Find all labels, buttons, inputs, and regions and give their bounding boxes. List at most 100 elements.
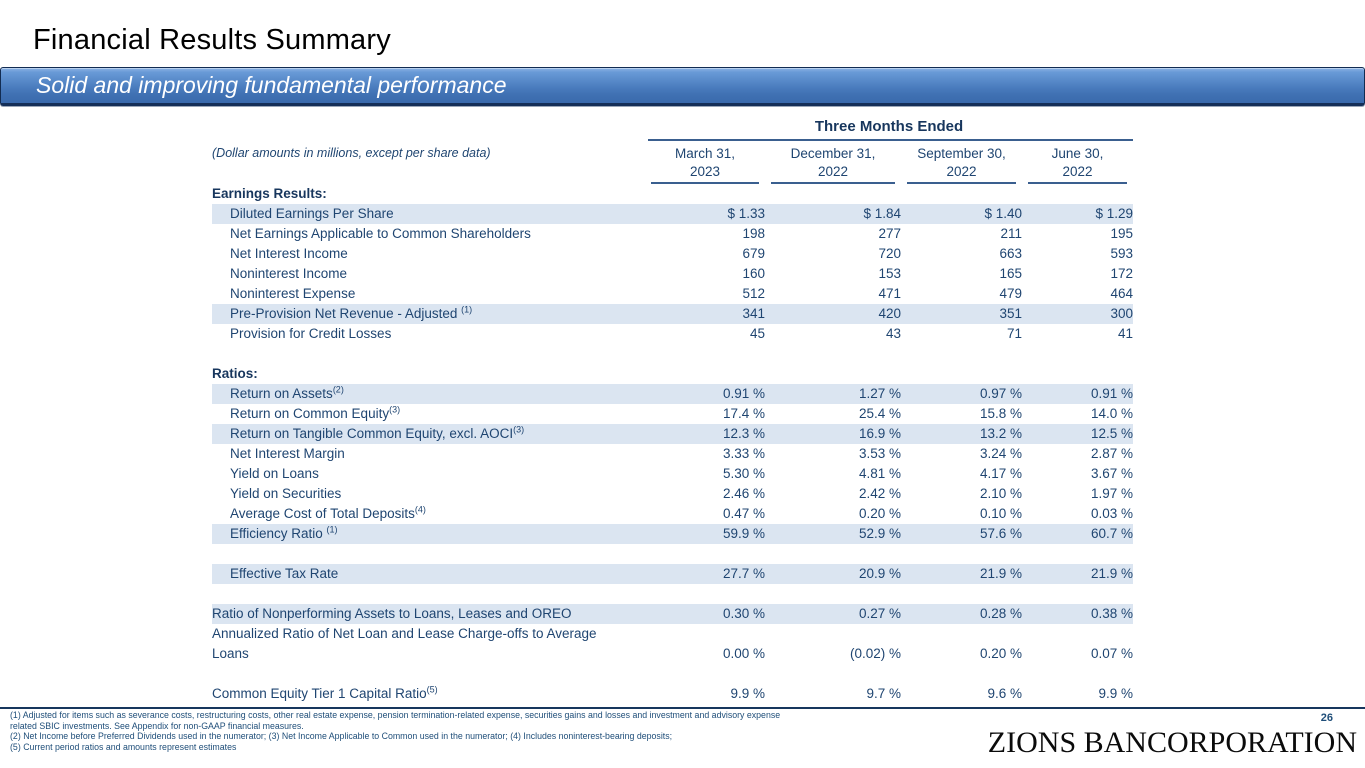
row-label: Provision for Credit Losses	[230, 326, 392, 341]
cell-value: 593	[1110, 246, 1133, 261]
subtitle-text: Solid and improving fundamental performa…	[36, 72, 507, 98]
subtitle-banner: Solid and improving fundamental performa…	[0, 67, 1365, 106]
table-row: Ratios:	[212, 364, 1133, 384]
cell-value: 198	[742, 226, 765, 241]
row-label: Return on Common Equity(3)	[230, 404, 401, 421]
row-label: Diluted Earnings Per Share	[230, 206, 394, 221]
page-number: 26	[1320, 712, 1333, 724]
cell-value: 4.17 %	[979, 466, 1022, 481]
cell-value: 420	[878, 306, 901, 321]
footnote-marker: (3)	[389, 404, 401, 415]
cell-value: 0.00 %	[722, 646, 765, 661]
cell-value: 341	[742, 306, 765, 321]
column-headers: March 31, 2023 December 31, 2022 Septemb…	[212, 145, 1133, 184]
table-row: Yield on Securities 2.46 % 2.42 % 2.10 % 1.9…	[212, 484, 1133, 504]
cell-value: 195	[1110, 226, 1133, 241]
cell-value: 351	[999, 306, 1022, 321]
column-header-line2: 2022	[1062, 164, 1093, 179]
cell-value: 165	[999, 266, 1022, 281]
row-label: Net Earnings Applicable to Common Shareh…	[230, 226, 531, 241]
column-header-line1: September 30,	[917, 146, 1006, 161]
cell-value: 1.97 %	[1090, 486, 1133, 501]
cell-value: 2.46 %	[722, 486, 765, 501]
table-rows: Earnings Results: Diluted Earnings Per Sh…	[212, 184, 1133, 704]
footer-divider	[0, 707, 1365, 709]
cell-value: 0.20 %	[979, 646, 1022, 661]
cell-value: 512	[742, 286, 765, 301]
cell-value: $ 1.40	[984, 206, 1022, 221]
row-label: Effective Tax Rate	[230, 566, 339, 581]
cell-value: 0.30 %	[722, 606, 765, 621]
row-label: Annualized Ratio of Net Loan and Lease C…	[212, 624, 645, 664]
section-label: Ratios:	[212, 366, 258, 381]
footnote-marker: (4)	[414, 504, 426, 515]
footnote-line: (1) Adjusted for items such as severance…	[10, 710, 781, 720]
row-label: Yield on Loans	[230, 466, 319, 481]
row-label: Efficiency Ratio (1)	[230, 524, 338, 541]
column-header-line1: March 31,	[674, 146, 736, 161]
row-label-line: Loans	[212, 646, 249, 661]
table-row	[212, 584, 1133, 604]
table-row: Earnings Results:	[212, 184, 1133, 204]
financial-results-table: Three Months Ended (Dollar amounts in mi…	[212, 112, 1133, 712]
table-row: Effective Tax Rate 27.7 % 20.9 % 21.9 % 21.9…	[212, 564, 1133, 584]
table-group-header: Three Months Ended	[814, 118, 964, 135]
cell-value: 9.9 %	[1098, 686, 1133, 701]
cell-value: 300	[1110, 306, 1133, 321]
cell-value: 27.7 %	[722, 566, 765, 581]
cell-value: $ 1.33	[727, 206, 765, 221]
cell-value: 52.9 %	[858, 526, 901, 541]
cell-value: 43	[885, 326, 901, 341]
footnote-line: related SBIC investments. See Appendix f…	[10, 720, 304, 731]
cell-value: 720	[878, 246, 901, 261]
cell-value: 4.81 %	[858, 466, 901, 481]
row-label: Net Interest Income	[230, 246, 348, 261]
row-label: Return on Assets(2)	[230, 384, 344, 401]
cell-value: 13.2 %	[979, 426, 1022, 441]
cell-value: 3.67 %	[1090, 466, 1133, 481]
cell-value: 41	[1117, 326, 1133, 341]
column-header-spacer	[218, 145, 639, 184]
cell-value: 20.9 %	[858, 566, 901, 581]
cell-value: 172	[1110, 266, 1133, 281]
table-row	[212, 664, 1133, 684]
footnote-marker: (1)	[461, 304, 473, 315]
cell-value: 0.91 %	[1090, 386, 1133, 401]
cell-value: 2.42 %	[858, 486, 901, 501]
cell-value: $ 1.29	[1095, 206, 1133, 221]
table-row: Efficiency Ratio (1) 59.9 % 52.9 % 57.6 % 60…	[212, 524, 1133, 544]
table-row: Provision for Credit Losses 45 43 71 41	[212, 324, 1133, 344]
column-header-line2: 2023	[689, 164, 721, 179]
cell-value: 21.9 %	[979, 566, 1022, 581]
row-label: Noninterest Expense	[230, 286, 356, 301]
row-label: Common Equity Tier 1 Capital Ratio(5)	[212, 684, 438, 701]
cell-value: 0.27 %	[858, 606, 901, 621]
cell-value: 9.7 %	[866, 686, 901, 701]
cell-value: 2.10 %	[979, 486, 1022, 501]
cell-value: 3.24 %	[979, 446, 1022, 461]
table-row: Return on Common Equity(3) 17.4 % 25.4 % 15…	[212, 404, 1133, 424]
table-row: Average Cost of Total Deposits(4) 0.47 % 0…	[212, 504, 1133, 524]
cell-value: 0.20 %	[858, 506, 901, 521]
column-header-june-2022: June 30, 2022	[1028, 145, 1127, 184]
cell-value: 9.6 %	[987, 686, 1022, 701]
cell-value: 679	[742, 246, 765, 261]
cell-value: 12.3 %	[722, 426, 765, 441]
table-row: Noninterest Income 160 153 165 172	[212, 264, 1133, 284]
footnote-line: (2) Net Income before Preferred Dividend…	[10, 731, 673, 742]
cell-value: 3.53 %	[858, 446, 901, 461]
cell-value: 471	[878, 286, 901, 301]
table-row: Net Interest Income 679 720 663 593	[212, 244, 1133, 264]
table-row: Pre-Provision Net Revenue - Adjusted (1)…	[212, 304, 1133, 324]
cell-value: 0.38 %	[1090, 606, 1133, 621]
table-row: Net Interest Margin 3.33 % 3.53 % 3.24 % 2.8…	[212, 444, 1133, 464]
table-row: Ratio of Nonperforming Assets to Loans, …	[212, 604, 1133, 624]
cell-value: 2.87 %	[1090, 446, 1133, 461]
table-row: Common Equity Tier 1 Capital Ratio(5) 9.9…	[212, 684, 1133, 704]
cell-value: 464	[1110, 286, 1133, 301]
cell-value: 71	[1006, 326, 1022, 341]
footnote-marker: (2)	[332, 384, 344, 395]
company-wordmark: ZIONS BANCORPORATION	[987, 726, 1357, 759]
cell-value: 663	[999, 246, 1022, 261]
cell-value: 15.8 %	[979, 406, 1022, 421]
